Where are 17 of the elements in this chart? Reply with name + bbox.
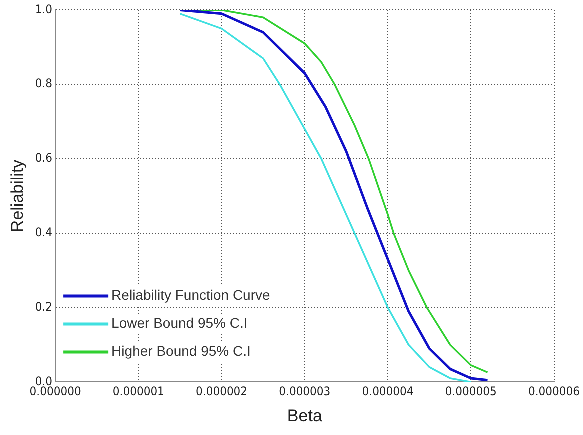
y-tick-label: 0.6: [35, 151, 53, 166]
y-tick-label: 0.4: [35, 226, 53, 240]
legend-label: Higher Bound 95% C.I: [112, 343, 251, 360]
y-axis-title: Reliability: [8, 159, 27, 233]
x-tick-label: 0.000001: [112, 384, 164, 399]
x-tick-label: 0.000000: [30, 384, 82, 399]
x-tick-label: 0.000005: [445, 384, 497, 399]
legend-label: Lower Bound 95% C.I: [112, 315, 248, 332]
x-tick-label: 0.000003: [279, 384, 331, 399]
x-tick-label: 0.000002: [196, 384, 248, 399]
x-tick-label: 0.000006: [528, 384, 580, 399]
x-axis-title: Beta: [287, 406, 323, 426]
x-tick-label: 0.000004: [362, 384, 414, 399]
y-tick-label: 0.2: [35, 300, 53, 314]
y-tick-label: 0.8: [35, 76, 53, 91]
y-tick-label: 1.0: [35, 2, 53, 16]
legend-label: Reliability Function Curve: [112, 287, 271, 304]
